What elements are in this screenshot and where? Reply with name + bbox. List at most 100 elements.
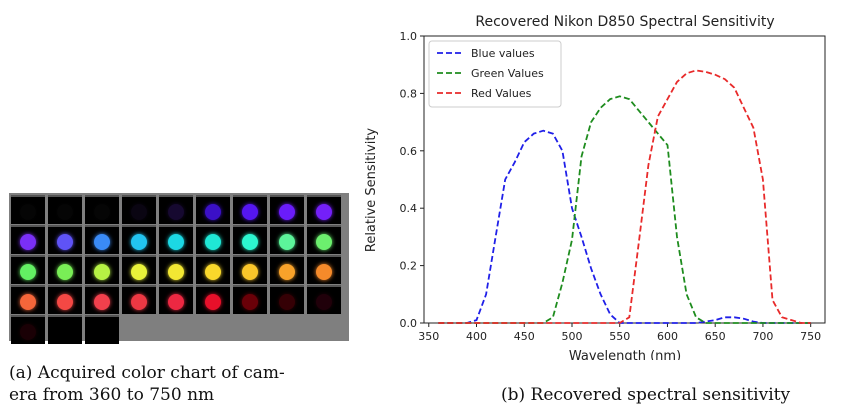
color-tile bbox=[159, 195, 193, 224]
color-tile bbox=[270, 195, 304, 224]
y-tick-label: 0.0 bbox=[400, 317, 418, 330]
color-tile bbox=[48, 285, 82, 314]
color-dot bbox=[279, 263, 295, 280]
color-dot bbox=[20, 203, 36, 220]
color-tile bbox=[11, 285, 45, 314]
color-dot bbox=[20, 263, 36, 280]
color-dot bbox=[20, 293, 36, 310]
x-tick-label: 400 bbox=[466, 330, 487, 343]
tile-header-bar bbox=[122, 225, 156, 227]
color-dot bbox=[242, 203, 258, 220]
color-dot bbox=[279, 293, 295, 310]
series-line bbox=[438, 95, 811, 324]
color-tile bbox=[122, 285, 156, 314]
y-tick-label: 0.8 bbox=[400, 87, 418, 100]
color-dot bbox=[316, 203, 332, 220]
legend-label: Blue values bbox=[471, 47, 535, 60]
tile-header-bar bbox=[11, 225, 45, 227]
legend-label: Red Values bbox=[471, 87, 532, 100]
axes: 350 400 450 500 550 600 650 700 750 0.0 0.2 0.4 0.6 0… bbox=[400, 30, 826, 343]
color-dot bbox=[168, 233, 184, 250]
series-lines bbox=[438, 69, 811, 324]
tile-header-bar bbox=[159, 225, 193, 227]
color-tile bbox=[233, 195, 267, 224]
tile-header-bar bbox=[159, 195, 193, 197]
color-dot bbox=[279, 203, 295, 220]
color-dot bbox=[168, 293, 184, 310]
tile-header-bar bbox=[233, 225, 267, 227]
tile-header-bar bbox=[196, 225, 230, 227]
color-dot bbox=[94, 263, 110, 280]
color-tile bbox=[307, 285, 341, 314]
color-tile bbox=[270, 255, 304, 284]
tile-header-bar bbox=[85, 285, 119, 287]
color-tile bbox=[196, 195, 230, 224]
color-tile bbox=[270, 225, 304, 254]
color-dot bbox=[57, 263, 73, 280]
color-tile bbox=[196, 255, 230, 284]
legend: Blue values Green Values Red Values bbox=[428, 40, 562, 108]
tile-header-bar bbox=[11, 285, 45, 287]
color-tile bbox=[196, 285, 230, 314]
color-tile bbox=[233, 225, 267, 254]
color-dot bbox=[242, 263, 258, 280]
color-tile bbox=[48, 195, 82, 224]
color-tile bbox=[122, 195, 156, 224]
color-dot bbox=[131, 203, 147, 220]
y-axis-label: Relative Sensitivity bbox=[364, 128, 379, 253]
color-tile bbox=[233, 255, 267, 284]
color-tile bbox=[270, 285, 304, 314]
x-axis-label: Wavelength (nm) bbox=[569, 349, 681, 360]
tile-header-bar bbox=[307, 195, 341, 197]
color-tile bbox=[11, 255, 45, 284]
tile-header-bar bbox=[122, 255, 156, 257]
tile-header-bar bbox=[48, 225, 82, 227]
color-dot bbox=[168, 263, 184, 280]
tile-header-bar bbox=[85, 255, 119, 257]
color-dot bbox=[205, 263, 221, 280]
tile-header-bar bbox=[48, 195, 82, 197]
color-tile bbox=[85, 195, 119, 224]
tile-header-bar bbox=[307, 225, 341, 227]
legend-box bbox=[428, 40, 562, 108]
color-dot bbox=[316, 263, 332, 280]
color-tile bbox=[196, 225, 230, 254]
color-dot bbox=[205, 203, 221, 220]
chart-title: Recovered Nikon D850 Spectral Sensitivit… bbox=[475, 14, 774, 30]
tile-header-bar bbox=[85, 195, 119, 197]
color-dot bbox=[316, 233, 332, 250]
caption-a-line1: (a) Acquired color chart of cam- bbox=[9, 363, 285, 383]
color-tile bbox=[85, 315, 119, 344]
color-tile bbox=[48, 255, 82, 284]
color-dot bbox=[131, 263, 147, 280]
x-tick-label: 750 bbox=[800, 330, 821, 343]
color-tile bbox=[159, 285, 193, 314]
color-tile bbox=[11, 195, 45, 224]
plot-frame bbox=[423, 35, 826, 324]
color-tile bbox=[159, 225, 193, 254]
color-dot bbox=[57, 203, 73, 220]
tile-header-bar bbox=[11, 195, 45, 197]
tile-header-bar bbox=[48, 315, 82, 317]
color-tile bbox=[159, 255, 193, 284]
y-tick-label: 0.4 bbox=[400, 202, 418, 215]
tile-header-bar bbox=[85, 315, 119, 317]
color-chart-grid bbox=[9, 193, 349, 344]
tile-header-bar bbox=[307, 285, 341, 287]
x-tick-label: 650 bbox=[705, 330, 726, 343]
color-dot bbox=[94, 203, 110, 220]
y-tick-label: 1.0 bbox=[400, 30, 418, 43]
tile-header-bar bbox=[159, 255, 193, 257]
y-tick-label: 0.6 bbox=[400, 145, 418, 158]
series-line bbox=[438, 69, 811, 324]
color-tile bbox=[307, 195, 341, 224]
tile-header-bar bbox=[159, 285, 193, 287]
color-tile bbox=[48, 225, 82, 254]
color-tile bbox=[11, 315, 45, 344]
tile-header-bar bbox=[48, 255, 82, 257]
color-tile bbox=[233, 285, 267, 314]
color-dot bbox=[205, 293, 221, 310]
legend-label: Green Values bbox=[471, 67, 544, 80]
tile-header-bar bbox=[11, 315, 45, 317]
y-tick-label: 0.2 bbox=[400, 260, 418, 273]
